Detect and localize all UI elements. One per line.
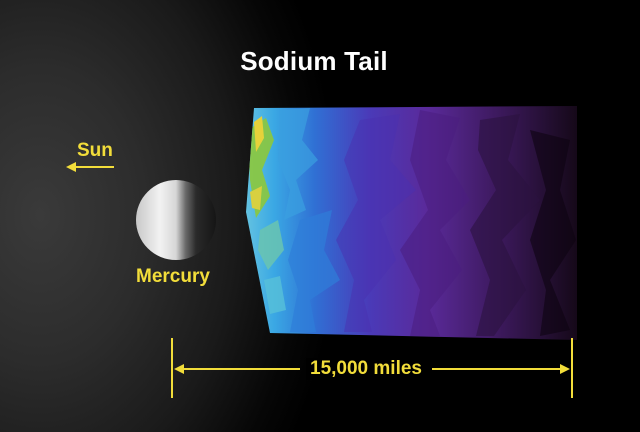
arrow-left-icon — [66, 162, 114, 172]
diagram-title: Sodium Tail — [240, 46, 388, 76]
sodium-tail-map — [246, 106, 577, 340]
scale-label: 15,000 miles — [306, 358, 426, 380]
mercury-label: Mercury — [136, 266, 210, 287]
mercury-planet — [136, 180, 216, 260]
sun-label: Sun — [77, 140, 113, 161]
